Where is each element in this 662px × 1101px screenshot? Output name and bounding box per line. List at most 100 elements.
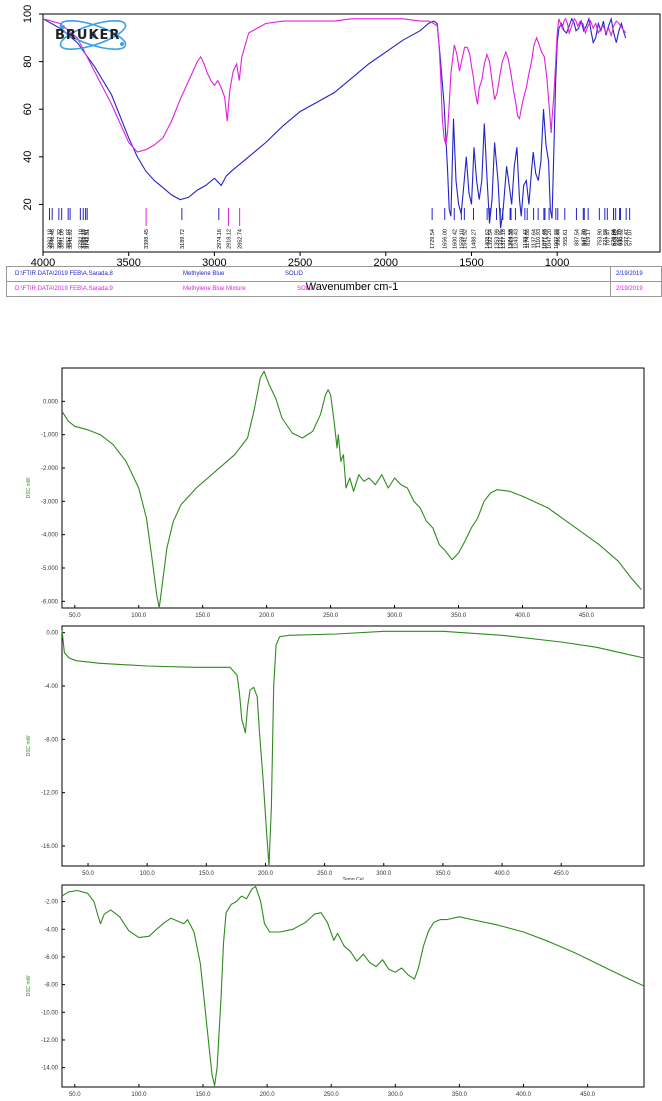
ftir-peak-label: 3907.32 (57, 229, 63, 249)
dsc-x-tick-label: 250.0 (317, 871, 333, 877)
dsc-x-tick-label: 100.0 (131, 613, 147, 619)
ftir-peak-label: 597.47 (624, 229, 630, 246)
dsc-y-tick-label: -12.00 (41, 791, 59, 797)
ftir-peak-label: 1353.99 (494, 229, 500, 249)
ftir-series-methylene-blue (42, 16, 627, 229)
legend-path: D:\FTIR DATA\2019 FEB\A.Sarada.9 (15, 286, 113, 292)
ftir-peak-label: 577.07 (628, 229, 634, 246)
ftir-peak-label: 707.47 (605, 229, 611, 246)
ftir-peak-label: 1110.93 (536, 229, 542, 248)
ftir-peak-label: 1077.43 (542, 229, 548, 249)
ftir-peak-label: 1269.33 (509, 229, 515, 249)
dsc-x-tick-label: 200.0 (259, 613, 275, 619)
dsc-y-tick-label: -8.00 (44, 737, 58, 743)
ftir-peak-label: 3852.97 (66, 229, 72, 249)
ftir-peak-label: 3742.31 (85, 229, 91, 249)
dsc-y-tick-label: 0.00 (46, 631, 58, 637)
ftir-peak-label: 1047.20 (547, 229, 553, 249)
dsc-y-axis-label: DSC mW (26, 975, 32, 996)
dsc-y-tick-label: -6.00 (44, 955, 58, 961)
dsc-curve (61, 629, 645, 867)
legend-date-divider (610, 282, 611, 296)
ftir-peak-label: 3962.18 (47, 229, 53, 249)
ftir-peak-label: 1408.62 (485, 229, 491, 249)
legend-state: SOLID (285, 271, 304, 277)
dsc-y-tick-label: -3.000 (41, 499, 59, 505)
ftir-y-tick-label: 40 (22, 151, 34, 163)
dsc-x-tick-label: 100.0 (140, 871, 156, 877)
dsc-x-tick-label: 400.0 (495, 871, 511, 877)
dsc-plot-frame (61, 367, 645, 609)
legend-date-divider (610, 267, 611, 281)
ftir-peak-label: 1331.95 (498, 229, 504, 249)
legend-path: D:\FTIR DATA\2019 FEB\A.Sarada.8 (15, 271, 113, 277)
dsc-x-tick-label: 200.0 (260, 1092, 276, 1098)
dsc-x-tick-label: 250.0 (323, 613, 339, 619)
ftir-y-tick-label: 60 (22, 103, 34, 115)
dsc-chart-3: 50.0 100.0 150.0 200.0 250.0 300.0 350.0 400.0 4… (26, 884, 645, 1098)
dsc-chart-2: 50.0 100.0 150.0 200.0 250.0 300.0 350.0 400.0 4… (26, 625, 645, 880)
ftir-peak-label: 630.52 (618, 229, 624, 246)
dsc-y-tick-label: -1.000 (41, 433, 59, 439)
ftir-peak-label: 3765.18 (81, 229, 87, 249)
ftir-peak-label: 1541.52 (462, 229, 468, 249)
ftir-peak-label: 841.89 (582, 229, 588, 246)
dsc-y-tick-label: -6.000 (41, 599, 59, 605)
ftir-peak-label: 2918.12 (226, 229, 232, 249)
dsc-curve (61, 370, 642, 609)
dsc-x-tick-label: 450.0 (579, 613, 595, 619)
ftir-peak-label: 1174.88 (525, 229, 531, 248)
dsc-x-tick-label: 250.0 (324, 1092, 340, 1098)
dsc-y-tick-label: -10.00 (41, 1010, 59, 1016)
ftir-peak-label: 3782.10 (78, 229, 84, 249)
dsc-x-tick-label: 350.0 (451, 613, 467, 619)
ftir-peak-label: 670.64 (612, 229, 618, 246)
ftir-peak-label: 3189.72 (180, 229, 186, 249)
ftir-peak-label: 1188.47 (523, 229, 529, 248)
ftir-peak-label: 3398.45 (144, 229, 150, 249)
dsc-y-tick-label: -2.000 (41, 466, 59, 472)
dsc-y-axis-label: DSC mW (26, 477, 32, 498)
ftir-peak-label: 1274.58 (508, 229, 514, 249)
ftir-peak-label: 3946.46 (50, 229, 56, 249)
dsc-y-tick-label: -4.00 (44, 927, 58, 933)
ftir-peak-label: 3891.09 (60, 229, 66, 249)
ftir-x-axis-label: Wavenumber cm-1 (306, 281, 399, 293)
ftir-spectrum-chart: 4000 3500 3000 2500 2000 1500 100020406080100 … (22, 5, 661, 293)
dsc-x-tick-label: 300.0 (388, 1092, 404, 1098)
ftir-peak-label: 996.44 (556, 229, 562, 246)
ftir-series-methylene-blue-mixture (42, 17, 627, 153)
ftir-peak-label: 1392.54 (488, 229, 494, 249)
ftir-peak-label: 955.61 (563, 229, 569, 246)
dsc-plot-frame (61, 884, 645, 1088)
legend-date: 2/19/2019 (616, 286, 643, 292)
dsc-x-axis-label: Temp Cel (342, 877, 363, 880)
ftir-peak-label: 2852.74 (238, 229, 244, 249)
ftir-plot-frame (42, 13, 661, 253)
ftir-peak-label: 671.06 (612, 229, 618, 246)
ftir-series-lines (42, 16, 627, 229)
dsc-x-tick-label: 50.0 (69, 613, 81, 619)
legend-sample: Methylene Blue Mixture (183, 286, 246, 292)
ftir-peak-label: 1559.10 (459, 229, 465, 249)
dsc-x-tick-label: 50.0 (82, 871, 94, 877)
legend-date: 2/19/2019 (616, 271, 643, 277)
ftir-peak-label: 1729.54 (430, 229, 436, 249)
ftir-peak-label: 887.54 (574, 229, 580, 246)
legend-row: D:\FTIR DATA\2019 FEB\A.Sarada.9 Methyle… (7, 282, 661, 296)
ftir-peak-label: 1071.25 (543, 229, 549, 249)
ftir-legend-table: D:\FTIR DATA\2019 FEB\A.Sarada.8 Methyle… (6, 266, 662, 297)
dsc-x-tick-label: 350.0 (452, 1092, 468, 1098)
ftir-peak-label: 635.70 (618, 229, 624, 246)
dsc-y-tick-label: -4.00 (44, 684, 58, 690)
dsc-y-tick-label: -2.00 (44, 900, 58, 906)
dsc-x-tick-label: 150.0 (195, 613, 211, 619)
dsc-y-tick-label: -5.000 (41, 566, 59, 572)
ftir-peak-label: 1656.00 (443, 229, 449, 249)
dsc-y-tick-label: -8.00 (44, 983, 58, 989)
ftir-peak-label: 658.62 (614, 229, 620, 246)
bruker-logo-icon (59, 20, 127, 50)
dsc-y-tick-label: -12.00 (41, 1038, 59, 1044)
